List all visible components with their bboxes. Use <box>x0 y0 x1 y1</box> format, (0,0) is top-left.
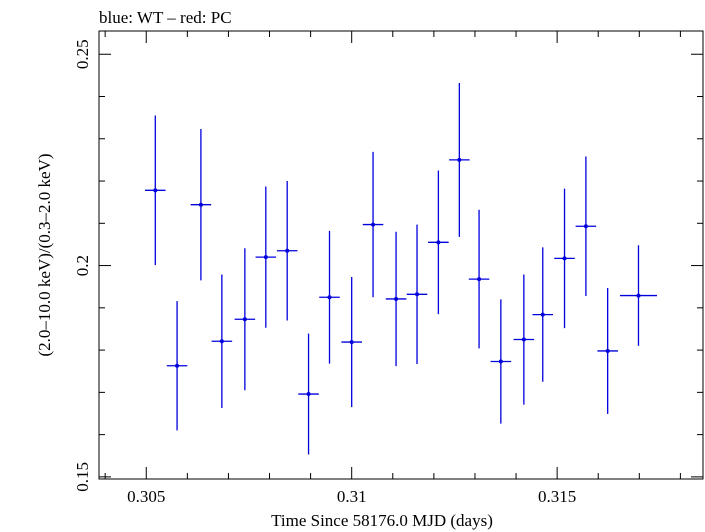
data-point <box>605 348 610 353</box>
data-point <box>153 188 158 193</box>
y-tick-label: 0.25 <box>73 39 92 69</box>
x-tick-label: 0.315 <box>538 487 576 506</box>
chart-title: blue: WT – red: PC <box>99 8 232 27</box>
data-point <box>477 277 482 282</box>
x-tick-label: 0.31 <box>337 487 367 506</box>
data-point <box>285 248 290 253</box>
data-point <box>457 157 462 162</box>
data-point <box>394 296 399 301</box>
data-point <box>349 340 354 345</box>
y-axis: 0.15 0.2 0.25 <box>73 39 703 492</box>
plot-frame <box>98 30 704 480</box>
data-point <box>583 224 588 229</box>
data-point <box>436 240 441 245</box>
data-point <box>371 222 376 227</box>
data-series-wt <box>145 82 657 455</box>
y-tick-label: 0.2 <box>73 255 92 276</box>
data-point <box>219 339 224 344</box>
data-point <box>498 359 503 364</box>
data-point <box>263 255 268 260</box>
data-point <box>540 312 545 317</box>
data-point <box>175 363 180 368</box>
x-axis: 0.305 0.31 0.315 <box>104 31 681 506</box>
data-point <box>521 337 526 342</box>
data-point <box>415 292 420 297</box>
x-axis-label: Time Since 58176.0 MJD (days) <box>271 511 493 530</box>
y-axis-label: (2.0–10.0 keV)/(0.3–2.0 keV) <box>35 153 54 356</box>
x-tick-label: 0.305 <box>127 487 165 506</box>
data-point <box>636 293 641 298</box>
data-point <box>562 256 567 261</box>
data-point <box>198 202 203 207</box>
data-point <box>242 317 247 322</box>
data-point <box>306 392 311 397</box>
data-point <box>327 295 332 300</box>
y-tick-label: 0.15 <box>73 462 92 492</box>
